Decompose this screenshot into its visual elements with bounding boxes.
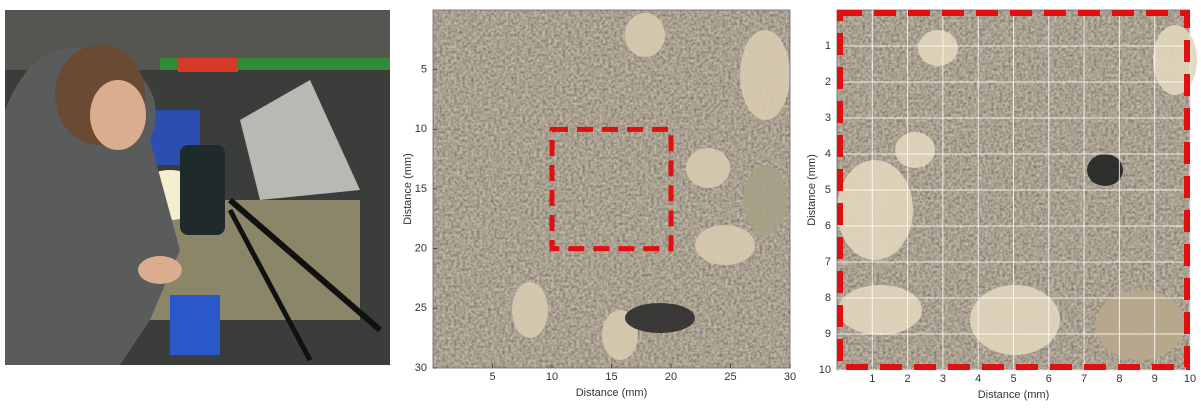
x-tick-label: 25 bbox=[724, 371, 736, 383]
y-tick-label: 7 bbox=[825, 256, 831, 268]
figure: 5101520253051015202530Distance (mm)Dista… bbox=[0, 0, 1201, 405]
x-tick-label: 7 bbox=[1081, 373, 1087, 385]
x-tick-label: 6 bbox=[1046, 373, 1052, 385]
y-axis-label: Distance (mm) bbox=[806, 154, 818, 226]
y-tick-label: 8 bbox=[825, 292, 831, 304]
y-tick-label: 10 bbox=[819, 364, 831, 376]
y-tick-label: 4 bbox=[825, 148, 831, 160]
y-tick-label: 30 bbox=[415, 362, 427, 374]
x-tick-label: 4 bbox=[975, 373, 981, 385]
x-tick-label: 3 bbox=[940, 373, 946, 385]
y-tick-label: 2 bbox=[825, 76, 831, 88]
y-tick-label: 5 bbox=[825, 184, 831, 196]
x-tick-label: 20 bbox=[665, 371, 677, 383]
x-tick-label: 5 bbox=[1010, 373, 1016, 385]
y-tick-label: 15 bbox=[415, 183, 427, 195]
x-tick-label: 1 bbox=[869, 373, 875, 385]
x-tick-label: 9 bbox=[1152, 373, 1158, 385]
y-tick-label: 25 bbox=[415, 302, 427, 314]
x-tick-label: 10 bbox=[546, 371, 558, 383]
y-tick-label: 1 bbox=[825, 40, 831, 52]
x-axis-label: Distance (mm) bbox=[978, 389, 1050, 401]
y-tick-label: 20 bbox=[415, 243, 427, 255]
x-tick-label: 2 bbox=[905, 373, 911, 385]
lab-photo bbox=[5, 10, 390, 365]
x-tick-label: 30 bbox=[784, 371, 796, 383]
y-tick-label: 6 bbox=[825, 220, 831, 232]
y-axis-label: Distance (mm) bbox=[402, 153, 414, 225]
sample-image-panel bbox=[433, 10, 790, 368]
x-tick-label: 10 bbox=[1184, 373, 1196, 385]
x-tick-label: 5 bbox=[489, 371, 495, 383]
y-tick-label: 5 bbox=[421, 64, 427, 76]
x-axis-label: Distance (mm) bbox=[576, 387, 648, 399]
x-tick-label: 8 bbox=[1116, 373, 1122, 385]
x-tick-label: 15 bbox=[605, 371, 617, 383]
y-tick-label: 3 bbox=[825, 112, 831, 124]
y-tick-label: 9 bbox=[825, 328, 831, 340]
y-tick-label: 10 bbox=[415, 123, 427, 135]
